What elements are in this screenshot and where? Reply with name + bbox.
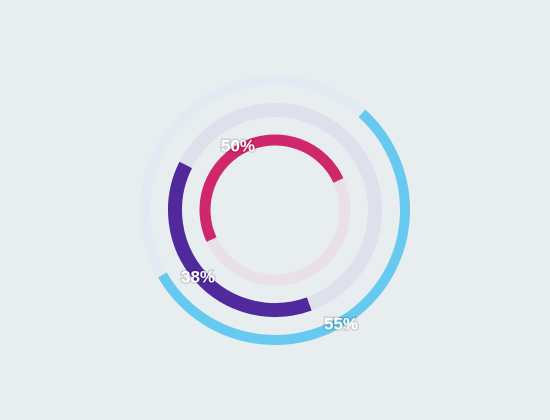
value-label: 50% [221, 136, 255, 155]
progress-arc [158, 109, 410, 345]
value-label: 55% [324, 314, 358, 333]
progress-arc [199, 134, 344, 242]
value-label: 38% [181, 267, 215, 286]
progress-arc [168, 161, 312, 317]
